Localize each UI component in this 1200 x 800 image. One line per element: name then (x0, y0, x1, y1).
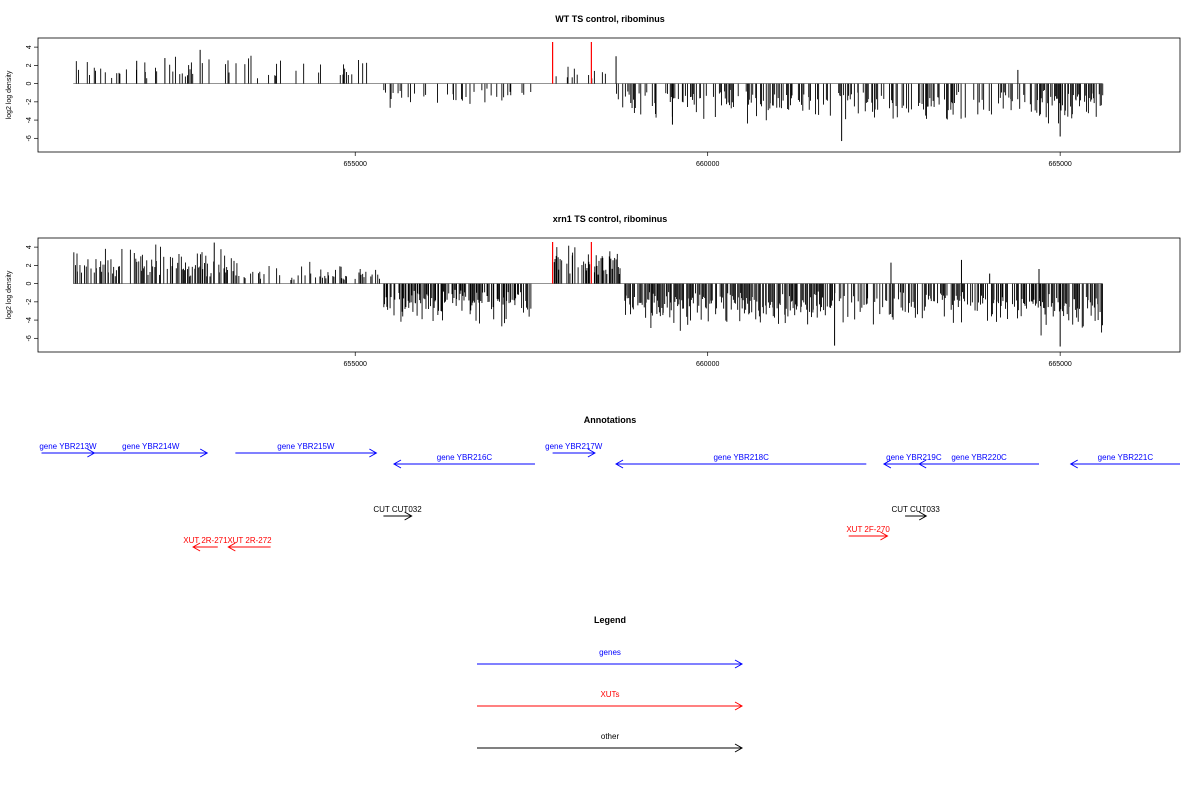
feature-cut-cut033: CUT CUT033 (891, 505, 940, 521)
feature-arrowhead (392, 459, 402, 469)
feature-arrowhead (199, 448, 209, 458)
feature-label: gene YBR220C (951, 453, 1007, 462)
feature-gene-ybr217w: gene YBR217W (545, 442, 603, 458)
feature-arrowhead (192, 542, 201, 552)
x-tick-label: 660000 (696, 361, 719, 368)
feature-gene-ybr218c: gene YBR218C (615, 453, 867, 469)
feature-arrowhead (369, 448, 378, 458)
feature-gene-ybr219c: gene YBR219C (882, 453, 944, 469)
feature-arrowhead (918, 511, 928, 521)
feature-arrowhead (882, 459, 892, 469)
plot-frame (37, 37, 1181, 153)
y-tick-label: 0 (26, 282, 33, 286)
annotations-title: Annotations (584, 415, 637, 425)
legend-label: genes (599, 648, 621, 657)
feature-gene-ybr213w: gene YBR213W (39, 442, 97, 458)
legend-item-xut: XUTs (477, 690, 744, 711)
legend-item-gene: genes (477, 648, 744, 669)
feature-label: gene YBR216C (437, 453, 493, 462)
x-tick-label: 665000 (1048, 161, 1071, 168)
feature-gene-ybr216c: gene YBR216C (392, 453, 535, 469)
feature-xut-2f-270: XUT 2F-270 (846, 525, 890, 541)
y-tick-label: 0 (26, 82, 33, 86)
feature-label: gene YBR218C (713, 453, 769, 462)
feature-arrowhead (880, 531, 889, 541)
feature-label: gene YBR219C (886, 453, 942, 462)
y-tick-label: -6 (26, 135, 33, 141)
feature-gene-ybr221c: gene YBR221C (1069, 453, 1180, 469)
feature-cut-cut032: CUT CUT032 (373, 505, 422, 521)
feature-gene-ybr220c: gene YBR220C (918, 453, 1040, 469)
feature-label: CUT CUT032 (373, 505, 422, 514)
y-tick-label: -4 (26, 317, 33, 323)
feature-label: CUT CUT033 (891, 505, 940, 514)
y-tick-label: -6 (26, 335, 33, 341)
feature-label: gene YBR221C (1098, 453, 1154, 462)
x-tick-label: 655000 (344, 161, 367, 168)
feature-label: XUT 2R-272 (227, 536, 272, 545)
coverage-bars (73, 242, 1103, 347)
feature-arrowhead (615, 459, 624, 469)
coverage-bars (75, 49, 1104, 142)
feature-xut-2r-272: XUT 2R-272 (227, 536, 272, 552)
legend-label: XUTs (600, 690, 619, 699)
legend-arrowhead (734, 701, 744, 711)
y-tick-label: -4 (26, 117, 33, 123)
coverage-panel-2: xrn1 TS control, ribominus log2 log densi… (6, 214, 1181, 368)
feature-label: gene YBR214W (122, 442, 180, 451)
feature-arrowhead (918, 459, 927, 469)
feature-label: XUT 2F-270 (846, 525, 890, 534)
feature-label: gene YBR217W (545, 442, 603, 451)
annotations-track: Annotations gene YBR213W gene YBR214W gene… (39, 415, 1180, 552)
legend: Legend genes XUTs other (477, 615, 744, 753)
y-axis-label: log2 log density (6, 270, 13, 319)
coverage-panel-1: WT TS control, ribominus log2 log density… (6, 14, 1181, 168)
y-tick-label: 2 (26, 63, 33, 67)
feature-label: XUT 2R-271 (183, 536, 228, 545)
legend-title: Legend (594, 615, 626, 625)
plot-frame (37, 237, 1181, 353)
y-tick-label: -2 (26, 99, 33, 105)
legend-item-other: other (477, 732, 744, 753)
x-tick-label: 660000 (696, 161, 719, 168)
feature-label: gene YBR215W (277, 442, 335, 451)
feature-arrowhead (227, 542, 236, 552)
y-axis-label: log2 log density (6, 70, 13, 119)
x-tick-label: 665000 (1048, 361, 1071, 368)
feature-gene-ybr215w: gene YBR215W (235, 442, 378, 458)
feature-label: gene YBR213W (39, 442, 97, 451)
panel-title: xrn1 TS control, ribominus (553, 214, 668, 224)
x-tick-label: 655000 (344, 361, 367, 368)
y-tick-label: -2 (26, 299, 33, 305)
feature-arrowhead (587, 448, 596, 458)
panel-title: WT TS control, ribominus (555, 14, 665, 24)
y-tick-label: 4 (26, 245, 33, 249)
feature-arrowhead (404, 511, 413, 521)
legend-arrowhead (734, 659, 744, 669)
feature-arrowhead (1069, 459, 1078, 469)
y-tick-label: 4 (26, 45, 33, 49)
legend-arrowhead (734, 743, 744, 753)
y-tick-label: 2 (26, 263, 33, 267)
legend-label: other (601, 732, 620, 741)
feature-xut-2r-271: XUT 2R-271 (183, 536, 228, 552)
feature-gene-ybr214w: gene YBR214W (94, 442, 209, 458)
